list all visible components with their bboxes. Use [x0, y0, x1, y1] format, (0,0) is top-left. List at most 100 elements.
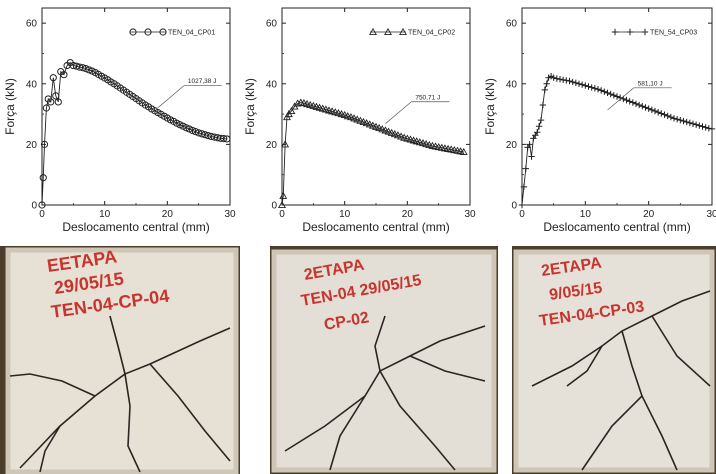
data-point	[191, 128, 200, 136]
data-point	[705, 125, 713, 132]
data-point	[601, 88, 608, 95]
y-tick-label: 0	[511, 201, 517, 212]
data-point	[54, 98, 62, 106]
data-point	[459, 147, 468, 155]
data-point	[689, 120, 697, 127]
data-point	[661, 111, 668, 118]
y-tick-label: 20	[266, 140, 278, 151]
data-point	[537, 116, 545, 124]
data-point	[520, 183, 528, 191]
data-point	[534, 129, 541, 136]
chart-panel-1: 0 10 20 30 0 20 40 60 Deslocamento central (mm) F…	[0, 0, 240, 238]
data-point	[610, 92, 618, 99]
data-point	[594, 86, 602, 93]
data-point	[575, 80, 583, 87]
data-point	[578, 81, 586, 88]
legend-marker	[626, 28, 634, 36]
data-point	[526, 141, 533, 148]
y-tick-label: 40	[26, 79, 38, 90]
chart-svg-3: 0 10 20 30 0 20 40 60 Deslocamento central (mm) F…	[483, 7, 716, 234]
data-point	[686, 119, 694, 127]
data-point	[667, 113, 675, 121]
slab-photo-2-image: 2ETAPA TEN-04 29/05/15 CP-02	[270, 246, 498, 474]
data-point	[522, 165, 529, 172]
data-point	[372, 122, 380, 130]
data-point	[654, 109, 662, 116]
data-point	[38, 201, 46, 209]
legend-label: TEN_04_CP01	[168, 30, 215, 37]
data-point	[393, 131, 402, 139]
data-point	[42, 104, 50, 112]
data-point	[356, 116, 365, 124]
data-point	[683, 118, 690, 126]
data-point	[188, 126, 196, 135]
data-point	[556, 76, 564, 83]
legend-marker	[641, 28, 649, 36]
x-tick-label: 10	[580, 209, 592, 220]
y-tick-label: 60	[26, 19, 38, 30]
data-point	[362, 119, 371, 127]
annotation-leader	[385, 101, 412, 125]
energy-annotation: 750,71 J	[415, 94, 440, 101]
data-point	[378, 125, 387, 133]
data-point	[559, 76, 567, 84]
legend-label: TEN_04_CP02	[408, 30, 455, 37]
data-point	[39, 174, 47, 182]
data-point	[585, 83, 592, 90]
data-point	[563, 77, 570, 84]
data-point	[651, 107, 659, 115]
data-point	[607, 90, 614, 98]
plot-frame	[41, 7, 231, 206]
legend-marker	[399, 27, 407, 36]
x-tick-label: 0	[39, 209, 45, 220]
y-axis-label: Força (kN)	[483, 78, 497, 135]
data-point	[223, 135, 231, 143]
data-point	[518, 201, 526, 209]
data-point	[368, 121, 377, 129]
data-point	[708, 125, 716, 133]
data-point	[696, 122, 703, 129]
data-point	[553, 75, 561, 82]
data-point	[680, 117, 687, 125]
y-tick-label: 60	[506, 19, 518, 30]
x-tick-label: 20	[643, 209, 655, 220]
annotation-leader	[157, 85, 185, 108]
data-point	[85, 66, 93, 74]
data-point	[670, 115, 678, 122]
data-point	[613, 93, 621, 100]
data-point	[582, 82, 589, 89]
crack-pattern	[9, 315, 231, 473]
slab-photo-3-image: 2ETAPA 9/05/15 TEN-04-CP-03	[512, 246, 716, 474]
data-point	[543, 80, 550, 87]
y-axis-label: Força (kN)	[3, 78, 17, 135]
y-tick-label: 0	[271, 201, 277, 212]
data-point	[664, 112, 671, 120]
data-point	[604, 89, 611, 97]
slab-photo-3: 2ETAPA 9/05/15 TEN-04-CP-03	[512, 246, 716, 474]
data-point	[49, 74, 57, 82]
data-point	[340, 110, 349, 118]
energy-annotation: 581,10 J	[638, 80, 663, 87]
data-point	[220, 135, 228, 143]
data-point	[566, 77, 573, 85]
y-tick-label: 60	[266, 19, 278, 30]
data-point	[195, 129, 203, 137]
data-point	[381, 126, 390, 134]
chart-panel-3: 0 10 20 30 0 20 40 60 Deslocamento central (mm) F…	[480, 0, 716, 238]
data-point	[623, 96, 630, 104]
data-point	[635, 101, 643, 109]
data-point	[375, 123, 384, 132]
y-tick-label: 40	[266, 79, 278, 90]
data-point	[632, 100, 640, 107]
data-point	[645, 105, 652, 112]
chart-panel-2: 0 10 20 30 0 20 40 60 Deslocamento central (mm) F…	[240, 0, 480, 238]
slab-surface	[516, 252, 712, 470]
data-point	[541, 86, 548, 94]
y-tick-label: 40	[506, 79, 518, 90]
slab-photo-1: EETAPA 29/05/15 TEN-04-CP-04	[0, 246, 240, 474]
x-tick-label: 20	[402, 209, 414, 220]
data-point	[642, 104, 649, 111]
data-point	[346, 112, 355, 121]
legend-marker	[369, 27, 377, 36]
slab-photo-2: 2ETAPA TEN-04 29/05/15 CP-02	[270, 246, 498, 474]
